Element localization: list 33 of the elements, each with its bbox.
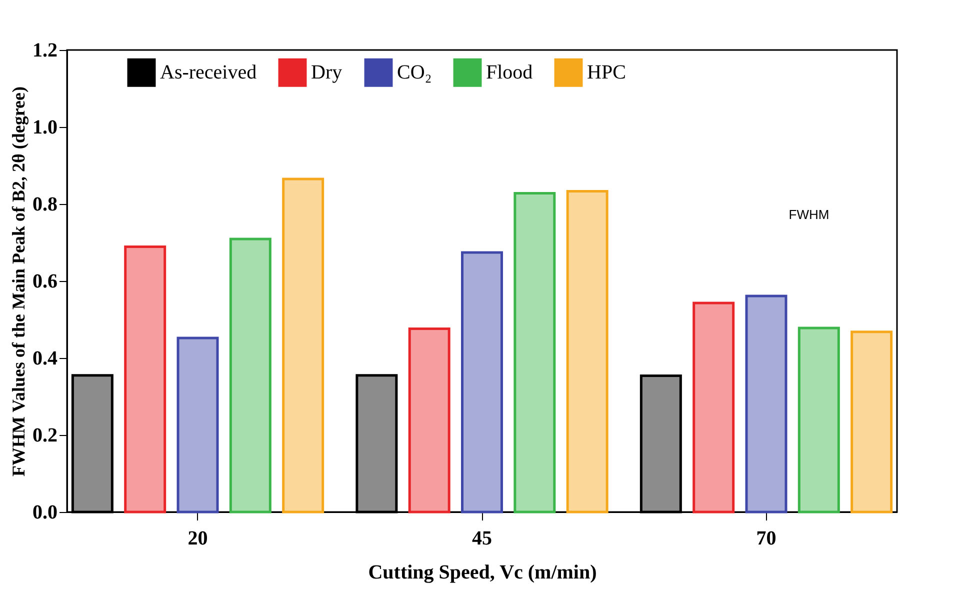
y-tick-label: 0.6 [32,270,58,292]
bar [229,238,272,514]
bar [798,326,840,514]
bar [176,336,219,514]
bar [71,374,114,514]
bar [356,374,398,514]
bar [850,330,893,514]
legend-label: Dry [311,62,342,84]
bar [692,302,735,514]
bar [640,374,682,514]
y-tick-label: 1.0 [32,116,58,138]
y-tick-label: 0.0 [32,502,58,524]
y-tick-label: 1.2 [32,40,58,62]
legend-label: Flood [486,62,533,84]
y-axis-title: FWHM Values of the Main Peak of B2, 2θ (degree) [8,86,28,477]
bar [745,294,788,514]
y-tick-label: 0.2 [32,424,58,446]
legend-label: HPC [587,62,626,84]
x-tick-label: 20 [188,528,208,550]
x-axis-title: Cutting Speed, Vc (m/min) [368,562,597,584]
bar [461,251,503,514]
bar [408,327,450,514]
bar [566,190,608,514]
bar [124,245,166,514]
y-tick-label: 0.4 [32,348,58,370]
y-tick-label: 0.8 [32,194,58,216]
x-tick-label: 70 [756,528,776,550]
bar [514,192,556,514]
annotation: FWHM [788,207,830,222]
bar [282,178,324,514]
legend-label: CO₂ [397,62,432,84]
x-tick-label: 45 [472,528,492,550]
legend-label: As-received [160,62,257,84]
